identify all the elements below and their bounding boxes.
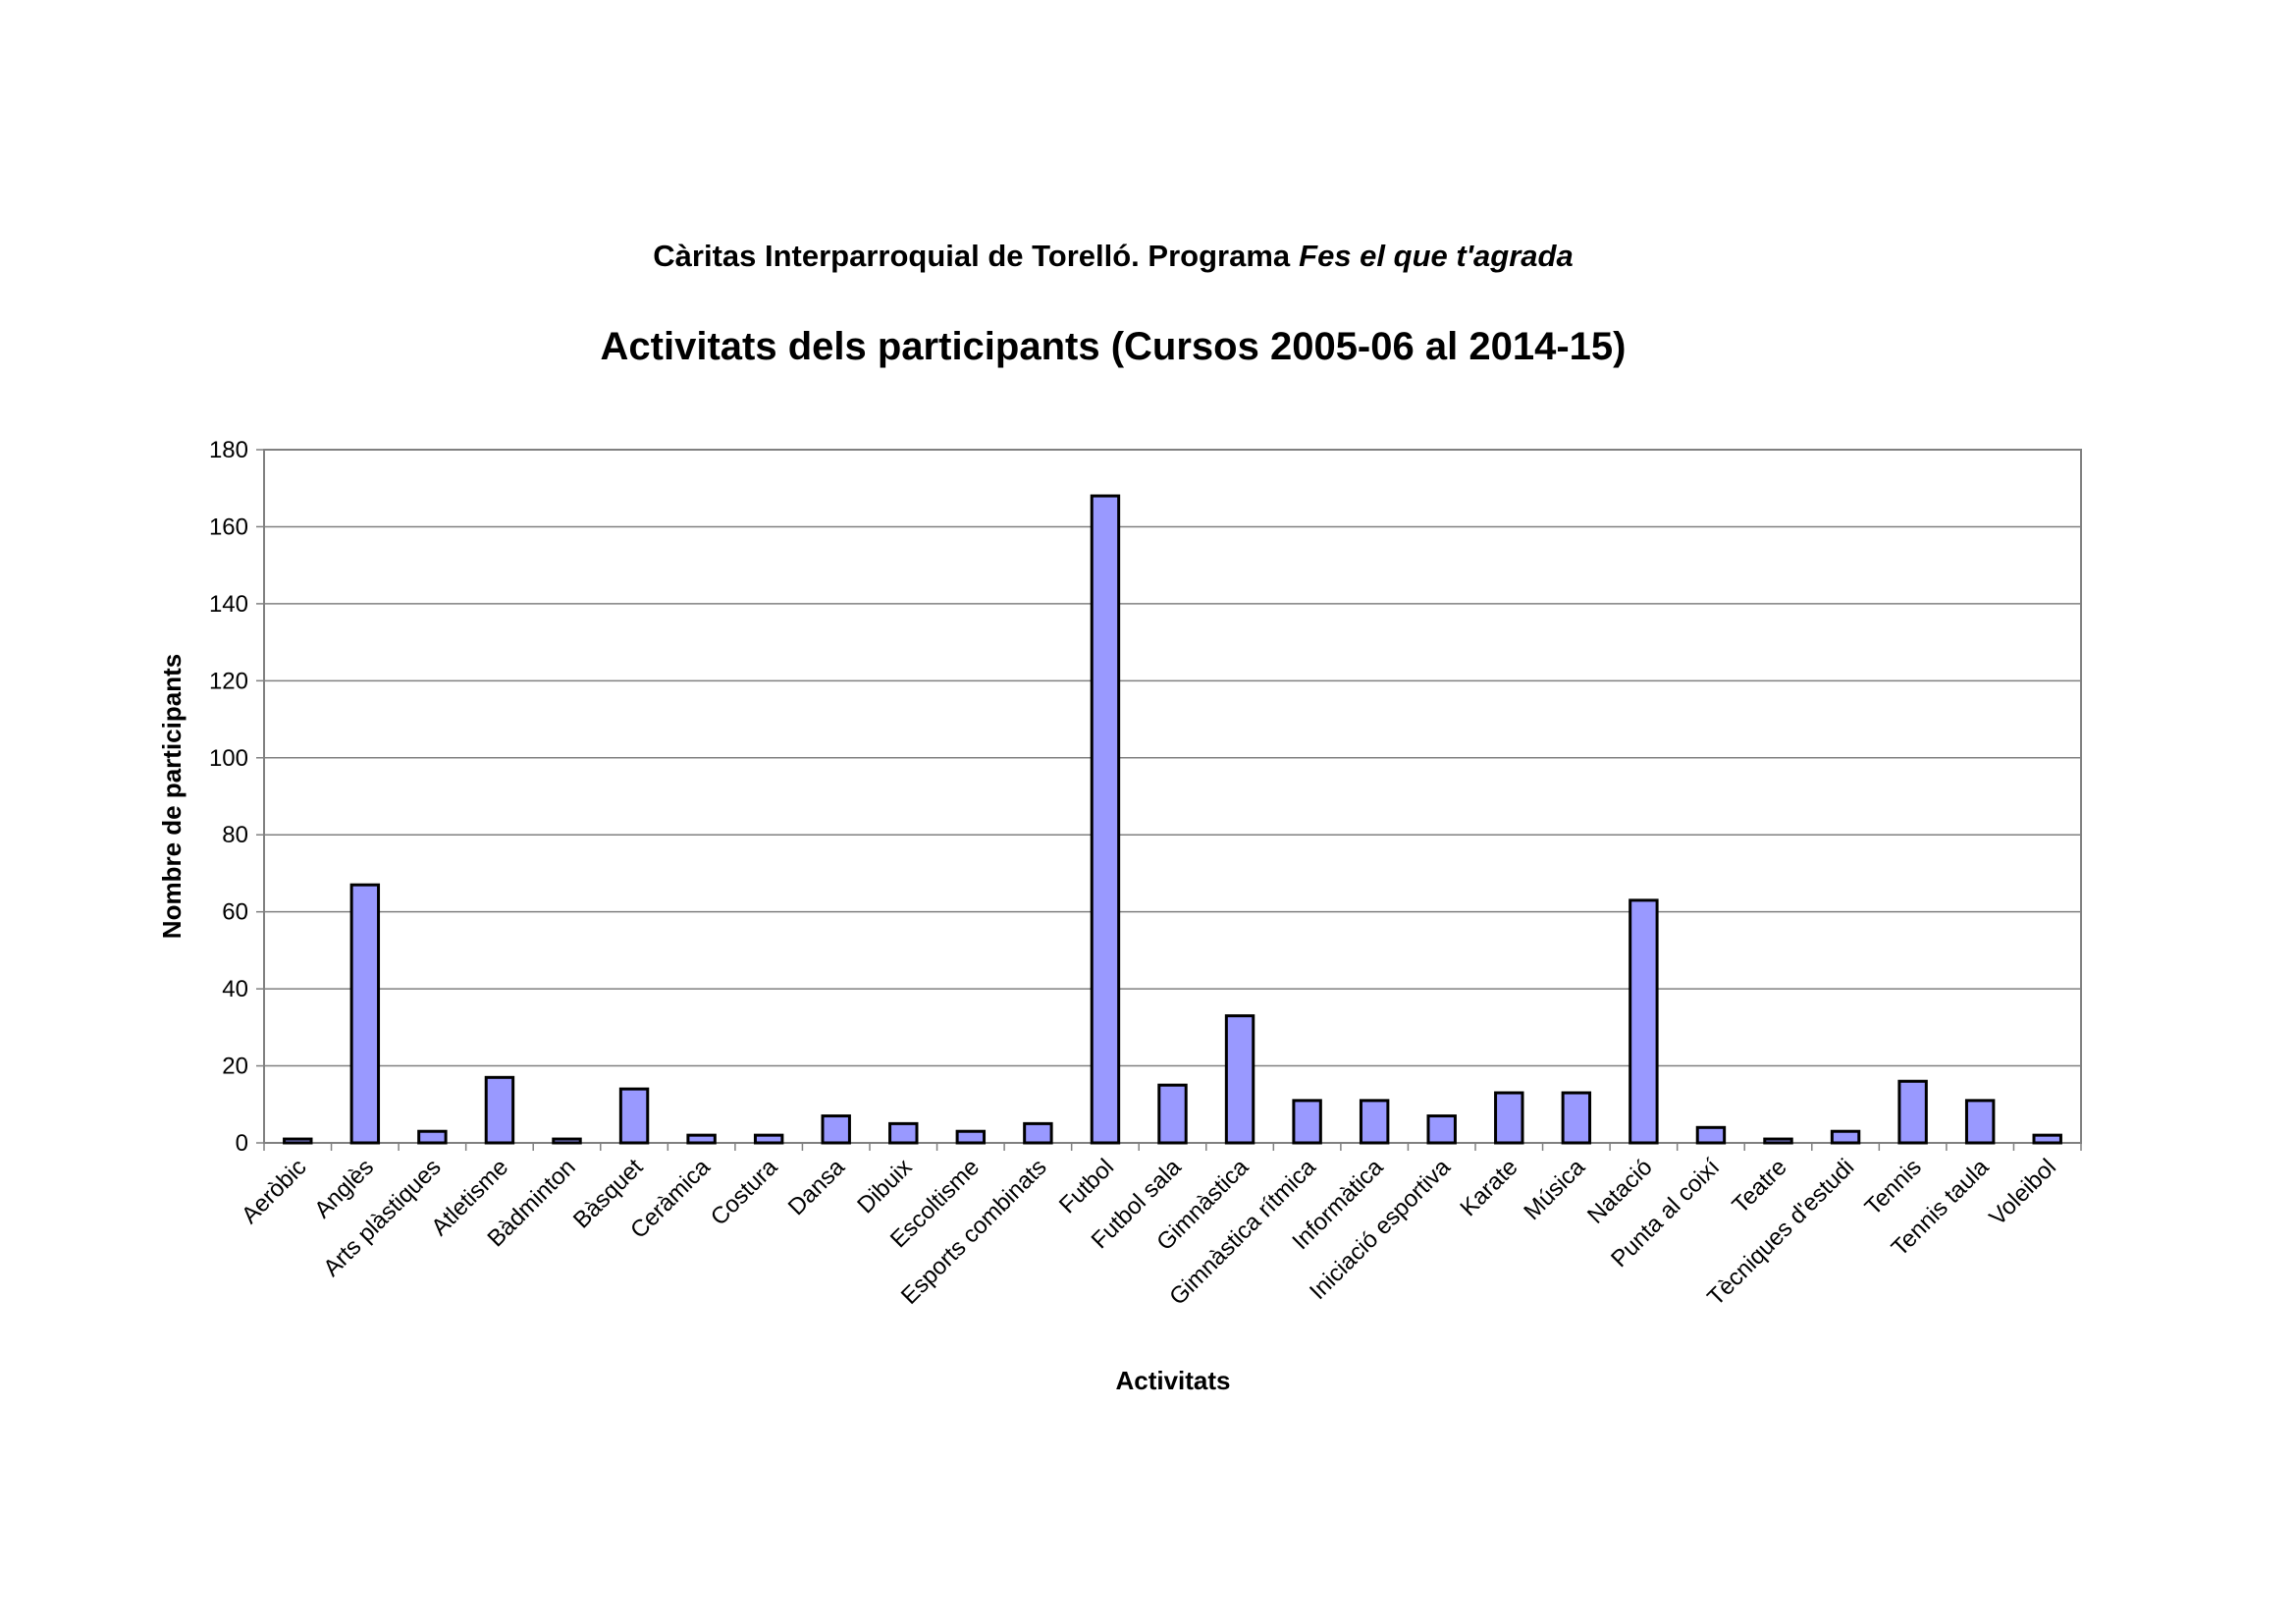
bar (1763, 1137, 1793, 1145)
bar (1964, 1099, 1996, 1145)
bar (552, 1137, 582, 1145)
bar (1157, 1083, 1188, 1145)
bar (2032, 1133, 2062, 1145)
bar (618, 1087, 650, 1145)
y-axis-label: Nombre de participants (157, 654, 187, 939)
x-tick-label: Voleibol (1984, 1154, 2061, 1231)
x-tick-label: Teatre (1727, 1154, 1791, 1218)
bar (484, 1075, 515, 1145)
y-tick-label: 160 (209, 514, 248, 540)
bar (1023, 1121, 1053, 1145)
plot-frame (263, 449, 2082, 1144)
bar (1224, 1014, 1255, 1145)
bar (686, 1133, 717, 1145)
y-tick-label: 60 (222, 899, 248, 926)
subtitle-emphasis: Fes el que t'agrada (1299, 239, 1574, 273)
bar (417, 1129, 448, 1145)
bar (283, 1137, 313, 1145)
y-tick-label: 20 (222, 1054, 248, 1080)
y-tick-label: 40 (222, 976, 248, 1002)
x-tick-label: Tennis (1860, 1154, 1927, 1220)
x-tick-label: Costura (706, 1154, 783, 1231)
bar (753, 1133, 784, 1145)
bar (1629, 898, 1659, 1145)
bar (1426, 1114, 1457, 1145)
y-tick-label: 120 (209, 668, 248, 694)
x-axis-label: Activitats (1115, 1366, 1230, 1395)
bar (1695, 1125, 1727, 1145)
bar (1359, 1099, 1390, 1145)
x-tick-label: Dansa (783, 1154, 851, 1221)
bar (1292, 1099, 1322, 1145)
bar (1897, 1079, 1928, 1145)
y-tick-label: 140 (209, 591, 248, 618)
chart-subtitle: Càritas Interparroquial de Torelló. Prog… (653, 239, 1573, 273)
x-tick-label: Música (1519, 1154, 1590, 1225)
x-tick-label: Karate (1455, 1154, 1522, 1221)
bar (1494, 1091, 1524, 1145)
y-tick-label: 180 (209, 437, 248, 463)
bar (955, 1129, 987, 1145)
bar (888, 1121, 919, 1145)
x-tick-label: Aeròbic (237, 1154, 312, 1229)
bar (349, 883, 381, 1145)
bar (821, 1114, 851, 1145)
bar (1830, 1129, 1861, 1145)
x-tick-label: Dibuix (852, 1154, 917, 1218)
chart-title: Activitats dels participants (Cursos 200… (601, 325, 1627, 368)
bar (1561, 1091, 1592, 1145)
y-tick-label: 80 (222, 822, 248, 848)
bar (1090, 494, 1121, 1145)
y-tick-label: 0 (236, 1130, 248, 1157)
subtitle-text: Càritas Interparroquial de Torelló. Prog… (653, 239, 1291, 273)
x-tick-label: Futbol (1054, 1154, 1119, 1218)
x-tick-label: Arts plàstiques (318, 1154, 446, 1281)
y-tick-label: 100 (209, 745, 248, 772)
